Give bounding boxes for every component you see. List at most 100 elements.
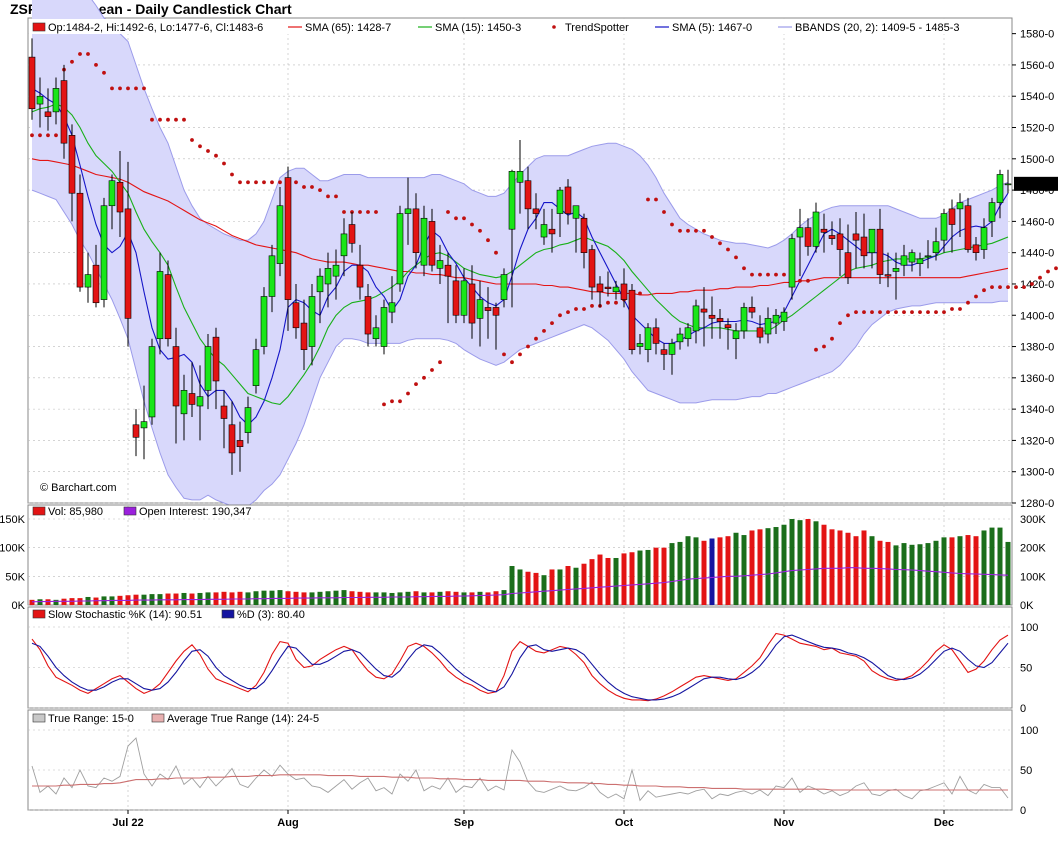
volume-bar: [781, 524, 787, 605]
volume-left-axis-label: 100K: [0, 543, 26, 555]
trendspotter-dot: [414, 382, 418, 386]
open-interest-line: [31, 567, 1009, 603]
volume-bar: [493, 591, 499, 605]
volume-bar: [389, 592, 395, 605]
trendspotter-dot: [830, 336, 834, 341]
trendspotter-dot: [478, 228, 482, 233]
volume-bar: [925, 543, 931, 605]
candle-body: [516, 171, 524, 183]
candle-body: [772, 314, 780, 324]
trendspotter-dot: [1046, 269, 1050, 274]
candle-body: [588, 249, 596, 288]
candle-body: [548, 228, 556, 235]
volume-bar: [749, 530, 755, 605]
volume-bar: [253, 591, 259, 605]
candle-body: [668, 343, 676, 355]
price-axis-label: 1500-0: [1020, 154, 1054, 166]
candle-body: [420, 217, 428, 266]
volume-right-axis-label: 200K: [1020, 543, 1046, 555]
volume-bar: [365, 592, 371, 605]
date-axis-label: Dec: [934, 817, 954, 829]
stochastic-axis-label: 50: [1020, 663, 1032, 675]
trendspotter-dot: [750, 272, 754, 277]
candle-body: [252, 349, 260, 386]
candle-body: [924, 255, 932, 258]
candle-body: [124, 208, 132, 319]
trendspotter-dot: [366, 210, 370, 214]
candle-body: [244, 407, 252, 433]
candle-body: [788, 238, 796, 288]
volume-bar: [181, 592, 187, 605]
candle-body: [436, 260, 444, 269]
candle-body: [148, 346, 156, 418]
candle-body: [868, 228, 876, 253]
price-axis-label: 1380-0: [1020, 342, 1054, 354]
last-price-label: 1483-6: [1017, 179, 1051, 191]
trendspotter-dot: [1030, 282, 1034, 286]
trendspotter-dot: [958, 307, 962, 311]
trendspotter-dot: [310, 185, 314, 189]
price-axis-label: 1460-0: [1020, 216, 1054, 228]
candle-body: [300, 322, 308, 350]
candle-body: [348, 224, 356, 244]
candle-body: [900, 255, 908, 266]
candle-body: [524, 180, 532, 210]
candle-body: [916, 258, 924, 264]
trendspotter-dot: [134, 86, 138, 91]
price-axis-label: 1400-0: [1020, 310, 1054, 322]
volume-bar: [677, 541, 683, 605]
legend-true-range: True Range: 15-0: [48, 713, 134, 725]
volume-bar: [517, 569, 523, 605]
trendspotter-dot: [998, 285, 1002, 289]
trendspotter-dot: [742, 266, 746, 271]
volume-bar: [381, 592, 387, 605]
legend-sma15: SMA (15): 1450-3: [435, 22, 521, 34]
barchart-watermark: © Barchart.com: [40, 482, 117, 494]
price-axis-label: 1340-0: [1020, 404, 1054, 416]
volume-bar: [405, 591, 411, 605]
trendspotter-dot: [238, 180, 242, 185]
volume-bar: [869, 536, 875, 605]
true-range-panel: [27, 709, 1013, 811]
trendspotter-dot: [246, 180, 250, 185]
trendspotter-dot: [526, 344, 530, 349]
trendspotter-dot: [854, 310, 858, 314]
candle-body: [468, 283, 476, 324]
candle-body: [228, 424, 236, 454]
volume-bar: [213, 592, 219, 605]
stochastic-k-line: [31, 632, 1009, 702]
trendspotter-dot: [518, 352, 522, 357]
candle-body: [236, 440, 244, 447]
trendspotter-dot: [566, 310, 570, 314]
candle-body: [684, 327, 692, 340]
volume-bar: [813, 521, 819, 605]
trendspotter-dot: [206, 149, 210, 153]
trendspotter-dot: [446, 210, 450, 214]
volume-bar: [197, 592, 203, 605]
volume-bar: [1005, 541, 1011, 605]
candle-body: [172, 346, 180, 407]
legend-open-interest-swatch: [123, 506, 137, 516]
trendspotter-dot: [726, 247, 730, 252]
volume-bar: [797, 520, 803, 605]
trendspotter-dot: [430, 368, 434, 372]
volume-bar: [909, 544, 915, 605]
trendspotter-dot: [222, 161, 226, 166]
legend-atr: Average True Range (14): 24-5: [167, 713, 319, 725]
candle-body: [508, 171, 516, 230]
candle-body: [940, 213, 948, 241]
trendspotter-dot: [582, 307, 586, 311]
volume-bar: [949, 537, 955, 605]
candle-body: [948, 208, 956, 225]
candle-body: [556, 189, 564, 214]
candle-body: [540, 224, 548, 238]
candle-body: [180, 390, 188, 415]
last-price-box: [1014, 176, 1058, 191]
volume-bar: [429, 592, 435, 605]
candle-body: [484, 307, 492, 311]
candle-body: [76, 192, 84, 288]
candle-body: [396, 213, 404, 285]
trendspotter-dot: [126, 86, 130, 91]
trendspotter-dot: [190, 138, 194, 142]
volume-bar: [413, 591, 419, 605]
